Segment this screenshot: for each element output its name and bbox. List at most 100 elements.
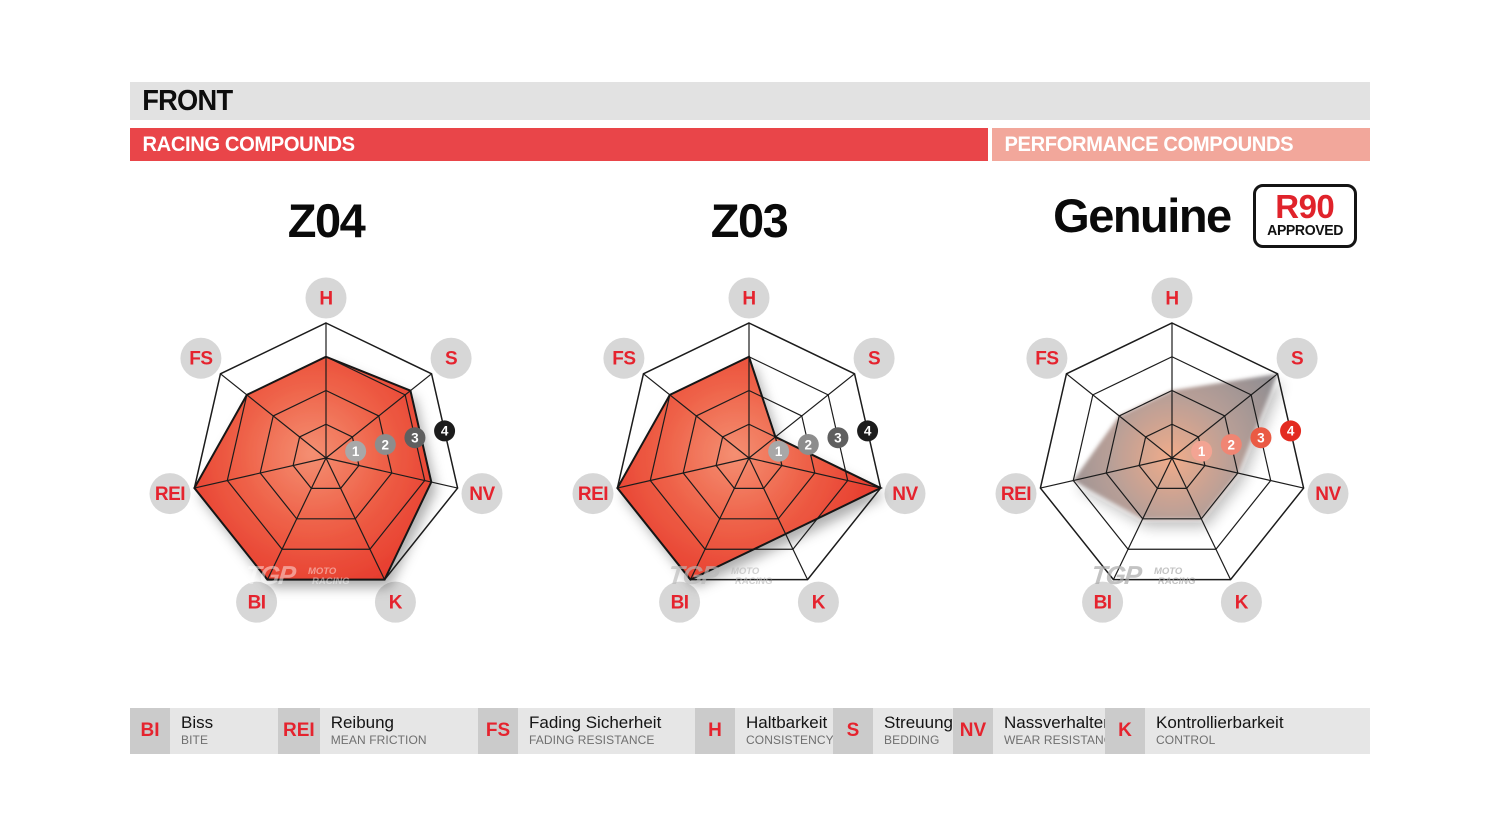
scale-marker-4 <box>434 420 456 442</box>
grid-spoke-k <box>1171 457 1232 580</box>
axis-label-bi: BI <box>671 593 689 614</box>
radar-chart-genuine: H S NV K BI REI FS 1 2 3 4 TGP MOTO RACING <box>982 266 1362 666</box>
scale-markers: 1 2 3 4 <box>768 420 879 462</box>
scale-markers: 1 2 3 4 <box>1191 420 1302 462</box>
axis-bubble-s <box>430 337 472 379</box>
radar-data-fill <box>617 356 881 580</box>
grid-spoke-rei <box>194 457 327 489</box>
chart-title-z03: Z03 <box>710 194 789 247</box>
axis-label-s: S <box>868 349 880 370</box>
page-title: FRONT <box>142 84 233 117</box>
scale-marker-2 <box>374 433 396 455</box>
legend-abbr-rei: REI <box>278 708 320 754</box>
legend-item-fs: FS Fading Sicherheit FADING RESISTANCE <box>478 708 695 754</box>
scale-marker-1 <box>768 440 790 462</box>
radar-chart-z04: H S NV K BI REI FS 1 2 3 4 TGP MOTO RACING <box>136 266 516 666</box>
legend-abbr-h: H <box>695 708 735 754</box>
genuine-title-row: Genuine R90 APPROVED <box>1025 184 1385 248</box>
axis-bubble-h <box>305 277 347 319</box>
scale-marker-label-4: 4 <box>441 424 449 439</box>
scale-marker-label-4: 4 <box>1287 424 1295 439</box>
axis-label-bubbles: H S NV K BI REI FS <box>149 277 503 623</box>
axis-bubble-bi <box>236 581 278 623</box>
axis-bubble-bi <box>659 581 701 623</box>
legend-item-rei: REI Reibung MEAN FRICTION <box>278 708 478 754</box>
axis-label-nv: NV <box>1315 484 1341 505</box>
legend-english-term: BITE <box>181 733 209 748</box>
scale-marker-label-3: 3 <box>834 431 842 446</box>
legend-german-term: Biss <box>181 713 214 732</box>
scale-marker-4 <box>857 420 879 442</box>
legend-german-term: Haltbarkeit <box>746 713 828 732</box>
legend-german-term: Reibung <box>330 713 395 732</box>
axis-label-rei: REI <box>1001 484 1031 505</box>
legend-item-bi: BI Biss BITE <box>130 708 278 754</box>
legend-english-term: FADING RESISTANCE <box>529 733 655 748</box>
grid-spoke-k <box>748 457 809 580</box>
axis-label-h: H <box>1165 289 1178 310</box>
chart-title-z04: Z04 <box>287 194 366 247</box>
axis-label-s: S <box>1291 349 1303 370</box>
legend-texts-rei: Reibung MEAN FRICTION <box>319 708 478 754</box>
watermark-moto-text: MOTO <box>1154 566 1183 577</box>
scale-marker-3 <box>404 427 426 449</box>
radar-grid <box>1039 322 1305 581</box>
axis-bubble-k <box>1220 581 1262 623</box>
axis-bubble-nv <box>1307 473 1349 515</box>
watermark-racing-text: RACING <box>1158 576 1196 587</box>
legend-english-term: WEAR RESISTANCE <box>1004 733 1105 748</box>
axis-label-rei: REI <box>578 484 608 505</box>
axis-label-k: K <box>812 593 826 614</box>
radar-data-fill <box>1073 373 1278 519</box>
axis-label-nv: NV <box>892 484 918 505</box>
grid-spoke-fs <box>1066 373 1173 459</box>
scale-marker-1 <box>1191 440 1213 462</box>
legend-abbr-s: S <box>833 708 873 754</box>
scale-marker-label-1: 1 <box>1198 444 1206 459</box>
legend-english-term: MEAN FRICTION <box>330 733 427 748</box>
axis-label-nv: NV <box>469 484 495 505</box>
legend-german-term: Streuung <box>884 713 953 732</box>
axis-label-bi: BI <box>248 593 266 614</box>
scale-marker-4 <box>1280 420 1302 442</box>
axis-bubble-rei <box>995 473 1037 515</box>
axis-label-rei: REI <box>155 484 185 505</box>
axis-bubble-nv <box>461 473 503 515</box>
legend-texts-h: Haltbarkeit CONSISTENCY <box>735 708 833 754</box>
tgp-logo-text: TGP <box>244 560 298 590</box>
grid-ring-4 <box>1039 322 1305 581</box>
grid-spoke-bi <box>1112 457 1173 580</box>
performance-compounds-bar: PERFORMANCE COMPOUNDS <box>992 128 1370 161</box>
grid-spoke-rei <box>617 457 750 489</box>
scale-marker-label-3: 3 <box>1257 431 1265 446</box>
scale-marker-3 <box>1250 427 1272 449</box>
scale-marker-label-1: 1 <box>352 444 360 459</box>
axis-bubble-h <box>1151 277 1193 319</box>
performance-compounds-label: PERFORMANCE COMPOUNDS <box>1004 132 1294 156</box>
watermark-moto-text: MOTO <box>731 566 760 577</box>
scale-marker-1 <box>345 440 367 462</box>
legend-abbr-nv: NV <box>953 708 993 754</box>
legend-item-s: S Streuung BEDDING <box>833 708 953 754</box>
legend-english-term: BEDDING <box>884 733 940 748</box>
front-header-bar: FRONT <box>130 82 1370 120</box>
r90-approved-badge: R90 APPROVED <box>1252 184 1357 248</box>
grid-ring-3 <box>1072 356 1272 550</box>
radar-chart-z03: H S NV K BI REI FS 1 2 3 4 TGP MOTO RACING <box>559 266 939 666</box>
grid-ring-2 <box>682 389 816 520</box>
axis-bubble-rei <box>149 473 191 515</box>
grid-spoke-s <box>1171 373 1278 459</box>
axis-label-h: H <box>742 289 755 310</box>
watermark-racing-text: RACING <box>735 576 773 587</box>
scale-marker-label-4: 4 <box>864 424 872 439</box>
grid-ring-2 <box>1105 389 1239 520</box>
grid-spoke-s <box>325 373 432 459</box>
grid-spoke-fs <box>220 373 327 459</box>
axis-label-s: S <box>445 349 457 370</box>
axis-label-fs: FS <box>189 349 212 370</box>
